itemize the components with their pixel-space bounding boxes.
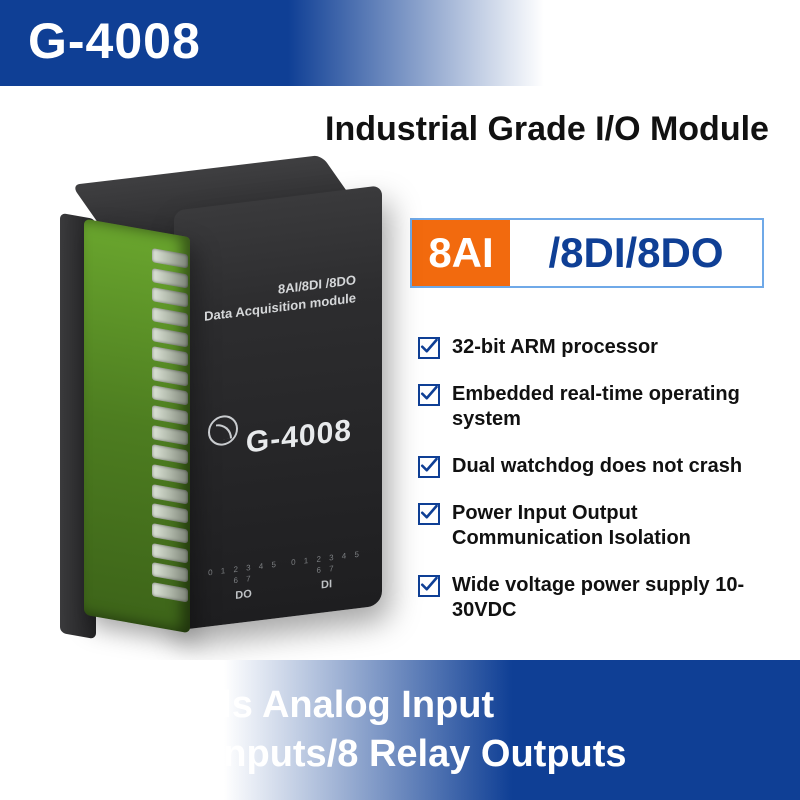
bottom-line-1: 8-Channels Analog Input — [48, 681, 800, 730]
spec-badge: 8AI /8DI/8DO — [410, 218, 764, 288]
device-side-small-text: 8AI/8DI /8DO Data Acquisition module — [204, 271, 356, 326]
check-icon — [418, 337, 440, 359]
device-screw-strip — [152, 248, 196, 604]
device-ports: 0 1 2 3 4 5 6 7 DO 0 1 2 3 4 5 6 7 DI — [202, 548, 368, 608]
terminal-screw — [152, 386, 188, 406]
terminal-screw — [152, 445, 188, 465]
terminal-screw — [152, 307, 188, 327]
terminal-screw — [152, 543, 188, 563]
terminal-screw — [152, 425, 188, 445]
terminal-screw — [152, 503, 188, 523]
terminal-screw — [152, 287, 188, 307]
feature-item: Power Input Output Communication Isolati… — [418, 501, 788, 551]
spec-badge-blue: /8DI/8DO — [510, 220, 762, 286]
terminal-screw — [152, 327, 188, 347]
check-icon — [418, 456, 440, 478]
terminal-screw — [152, 405, 188, 425]
bottom-bar: 8-Channels Analog Input 8 Switch Inputs/… — [0, 660, 800, 800]
feature-item: Embedded real-time operating system — [418, 382, 788, 432]
feature-text: 32-bit ARM processor — [452, 335, 658, 360]
feature-list: 32-bit ARM processor Embedded real-time o… — [418, 335, 788, 645]
terminal-screw — [152, 464, 188, 484]
model-number: G-4008 — [28, 12, 201, 70]
device-illustration: 8AI/8DI /8DO Data Acquisition module G-4… — [24, 160, 384, 638]
terminal-screw — [152, 366, 188, 386]
headline: Industrial Grade I/O Module — [325, 110, 769, 149]
terminal-screw — [152, 346, 188, 366]
feature-item: 32-bit ARM processor — [418, 335, 788, 360]
check-icon — [418, 575, 440, 597]
terminal-screw — [152, 484, 188, 504]
check-icon — [418, 503, 440, 525]
device-port-group-di: 0 1 2 3 4 5 6 7 DI — [285, 548, 368, 598]
spec-badge-orange: 8AI — [412, 220, 510, 286]
top-bar: G-4008 — [0, 0, 800, 86]
feature-text: Dual watchdog does not crash — [452, 454, 742, 479]
feature-item: Dual watchdog does not crash — [418, 454, 788, 479]
device-side-big-text: G-4008 — [246, 410, 352, 465]
terminal-screw — [152, 562, 188, 582]
terminal-screw — [152, 268, 188, 288]
device-port-group-do: 0 1 2 3 4 5 6 7 DO — [202, 558, 285, 608]
check-icon — [418, 384, 440, 406]
feature-text: Wide voltage power supply 10-30VDC — [452, 573, 788, 623]
feature-text: Embedded real-time operating system — [452, 382, 788, 432]
terminal-screw — [152, 523, 188, 543]
device-logo-icon — [208, 414, 238, 448]
feature-text: Power Input Output Communication Isolati… — [452, 501, 788, 551]
device-side-labels: 8AI/8DI /8DO Data Acquisition module G-4… — [194, 209, 374, 631]
feature-item: Wide voltage power supply 10-30VDC — [418, 573, 788, 623]
bottom-line-2: 8 Switch Inputs/8 Relay Outputs — [48, 730, 800, 779]
